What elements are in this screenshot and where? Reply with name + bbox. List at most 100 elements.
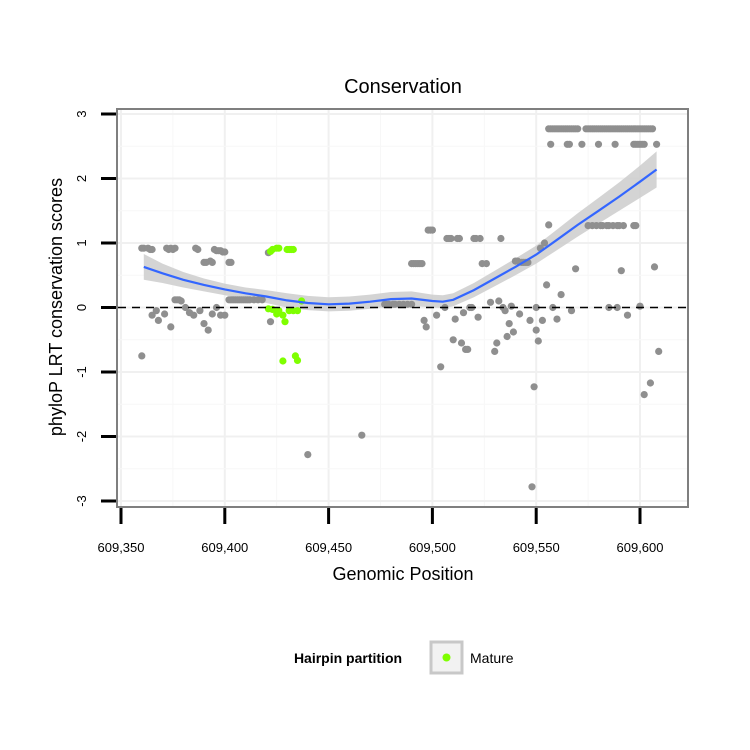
data-point — [640, 140, 648, 148]
data-point — [455, 234, 463, 243]
data-point — [619, 222, 628, 230]
data-point — [623, 311, 632, 319]
data-point — [545, 221, 553, 229]
x-axis-title: Genomic Position — [332, 564, 473, 584]
data-point — [177, 297, 185, 305]
x-tick-label: 609,450 — [305, 540, 352, 555]
data-point — [194, 245, 202, 254]
x-tick-label: 609,550 — [513, 540, 560, 555]
data-point — [289, 245, 297, 254]
data-point — [167, 323, 175, 331]
data-point — [190, 311, 198, 319]
legend: Hairpin partition Mature — [294, 640, 514, 675]
data-point — [640, 391, 648, 399]
data-point — [457, 339, 466, 347]
data-point — [279, 357, 287, 365]
data-point — [152, 307, 160, 315]
data-point — [422, 323, 430, 331]
data-point — [547, 140, 555, 148]
data-point — [611, 140, 619, 148]
series-other — [138, 125, 663, 491]
y-tick-label: -3 — [74, 495, 89, 507]
y-axis-title: phyloP LRT conservation scores — [46, 178, 66, 436]
data-point — [632, 222, 640, 230]
data-point — [482, 260, 490, 268]
data-point — [428, 226, 436, 234]
data-point — [476, 234, 484, 243]
data-point — [221, 248, 229, 256]
data-point — [208, 310, 216, 318]
data-point — [293, 307, 302, 315]
y-tick-label: 0 — [74, 304, 89, 311]
data-point — [572, 265, 580, 273]
data-point — [495, 297, 503, 305]
data-point — [636, 302, 644, 310]
data-point — [516, 310, 524, 318]
data-point — [279, 311, 287, 319]
data-point — [358, 431, 366, 439]
data-point — [613, 303, 621, 312]
data-point — [532, 303, 540, 312]
data-point — [148, 245, 156, 254]
data-point — [543, 281, 551, 289]
loess-smooth-line — [143, 168, 658, 306]
data-point — [528, 483, 536, 491]
x-tick-label: 609,350 — [98, 540, 145, 555]
chart-title: Conservation — [344, 76, 462, 98]
data-point — [567, 307, 576, 315]
data-point — [646, 379, 655, 387]
x-tick-label: 609,600 — [617, 540, 664, 555]
data-point — [433, 311, 441, 319]
data-point — [171, 244, 179, 252]
data-point — [474, 313, 482, 321]
data-point — [420, 316, 428, 324]
data-point — [449, 336, 457, 344]
data-point — [501, 307, 509, 315]
data-point — [497, 234, 505, 243]
data-point — [451, 315, 459, 323]
x-tick-label: 609,500 — [409, 540, 456, 555]
data-point — [617, 267, 625, 275]
data-point — [275, 244, 283, 252]
data-point — [154, 316, 162, 324]
data-point — [208, 258, 216, 266]
data-point — [505, 320, 513, 328]
data-point — [181, 303, 189, 312]
data-point — [464, 345, 472, 353]
data-point — [653, 140, 661, 148]
data-point — [266, 318, 275, 326]
data-point — [650, 263, 659, 271]
data-point — [418, 260, 426, 268]
data-point — [553, 315, 561, 323]
data-point — [204, 326, 212, 334]
y-axis: -3 -2 -1 0 1 2 3 — [74, 110, 116, 507]
data-point — [565, 140, 574, 148]
legend-key-mature-dot — [442, 653, 451, 662]
data-point — [227, 258, 235, 266]
data-point — [509, 328, 517, 336]
y-tick-label: 2 — [74, 175, 89, 182]
data-point — [648, 125, 657, 133]
data-point — [493, 339, 501, 347]
data-point — [507, 302, 515, 310]
legend-entry-mature: Mature — [470, 650, 514, 666]
y-tick-label: -2 — [74, 431, 89, 443]
x-tick-label: 609,400 — [201, 540, 248, 555]
data-point — [459, 309, 468, 317]
data-point — [200, 320, 208, 328]
data-point — [304, 451, 312, 459]
legend-key-box — [429, 640, 464, 675]
smooth-line-layer — [143, 168, 658, 306]
data-point — [540, 239, 549, 247]
data-point — [221, 311, 229, 319]
series-mature — [264, 244, 306, 365]
y-tick-label: 1 — [74, 239, 89, 246]
data-point — [486, 298, 495, 306]
data-point — [258, 296, 266, 304]
data-point — [447, 234, 455, 243]
data-point — [538, 316, 547, 324]
legend-title: Hairpin partition — [294, 650, 402, 666]
data-point — [161, 310, 169, 318]
data-point — [293, 356, 302, 364]
